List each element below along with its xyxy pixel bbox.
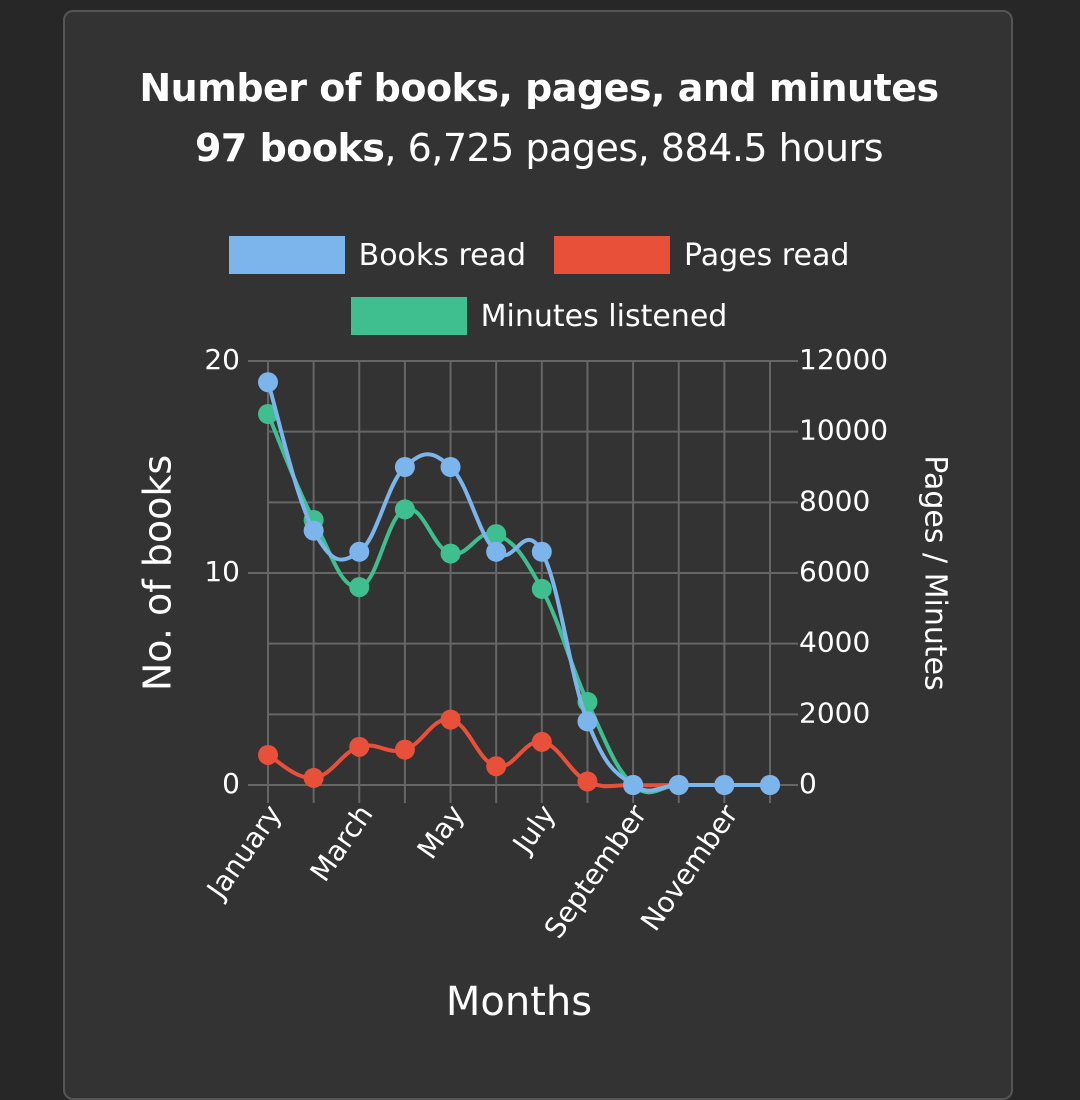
legend-row-1: Books read Pages read <box>63 236 1015 274</box>
minutes-point <box>440 543 461 564</box>
books-point <box>668 775 689 795</box>
legend-swatch-books <box>228 236 345 274</box>
books-point <box>760 775 780 795</box>
pages-point <box>258 744 278 765</box>
x-tick-label: May <box>411 799 471 865</box>
books-point <box>303 520 324 541</box>
y2-tick-label: 2000 <box>799 696 870 729</box>
pages-point <box>486 756 507 777</box>
series-lines <box>258 372 780 795</box>
y2-tick-label: 12000 <box>799 343 888 376</box>
pages-point <box>394 739 415 760</box>
y2-tick-label: 8000 <box>799 484 870 517</box>
books-point <box>349 541 370 562</box>
legend-swatch-minutes <box>350 297 467 335</box>
y2-tick-label: 4000 <box>799 626 870 659</box>
y-tick-label: 0 <box>222 767 240 800</box>
legend-item-pages[interactable]: Pages read <box>554 236 849 274</box>
y-tick-label: 10 <box>204 555 240 588</box>
minutes-point <box>486 524 507 545</box>
grid-lines <box>248 360 798 803</box>
pages-point <box>531 731 552 752</box>
minutes-point <box>531 578 552 599</box>
pages-hours-totals: , 6,725 pages, 884.5 hours <box>384 126 883 170</box>
minutes-point <box>394 499 415 520</box>
pages-point <box>577 771 598 792</box>
books-point <box>531 541 552 562</box>
y2-tick-label: 10000 <box>799 414 888 447</box>
legend-item-minutes[interactable]: Minutes listened <box>350 297 728 335</box>
books-point <box>623 775 644 795</box>
legend-label-pages: Pages read <box>684 237 850 273</box>
legend-label-books: Books read <box>358 237 527 273</box>
minutes-line <box>266 413 770 795</box>
pages-point <box>349 736 370 757</box>
legend-row-2: Minutes listened <box>63 297 1015 335</box>
chart-subtitle: 97 books, 6,725 pages, 884.5 hours <box>63 118 1015 178</box>
y2-tick-label: 0 <box>799 767 817 800</box>
pages-point <box>440 709 461 730</box>
legend-label-minutes: Minutes listened <box>480 298 728 334</box>
y2-axis-title: Pages / Minutes <box>918 455 953 691</box>
x-axis-title: Months <box>446 979 592 1025</box>
y-tick-label: 20 <box>204 343 240 376</box>
minutes-point <box>349 577 370 598</box>
legend-swatch-pages <box>554 236 671 274</box>
books-point <box>714 775 735 795</box>
books-total: 97 books <box>194 126 385 170</box>
books-point <box>394 457 415 477</box>
pages-line <box>266 717 770 789</box>
y-axis-title: No. of books <box>136 455 180 691</box>
legend-item-books[interactable]: Books read <box>228 236 527 274</box>
books-point <box>440 457 461 477</box>
books-point <box>486 541 507 562</box>
pages-point <box>303 767 324 788</box>
chart-header: Number of books, pages, and minutes 97 b… <box>63 62 1015 178</box>
books-point <box>258 372 278 393</box>
chart-title: Number of books, pages, and minutes <box>139 66 939 110</box>
x-tick-label: July <box>505 799 562 861</box>
books-point <box>577 711 598 732</box>
minutes-point <box>258 404 278 424</box>
y2-tick-label: 6000 <box>799 555 870 588</box>
x-tick-label: March <box>304 799 380 888</box>
books-line <box>266 381 770 793</box>
x-tick-label: January <box>199 799 288 907</box>
